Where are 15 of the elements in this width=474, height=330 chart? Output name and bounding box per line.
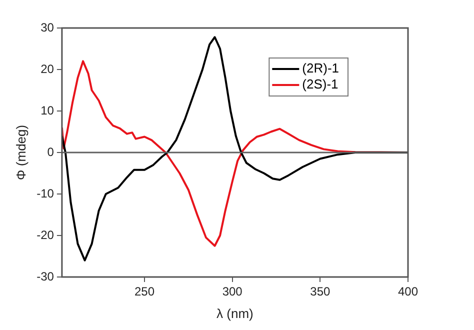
x-axis-title: λ (nm) [216,306,254,321]
y-axis-title: Φ (mdeg) [13,124,28,180]
y-tick-label: -30 [36,269,54,284]
y-tick-label: 20 [40,62,54,76]
y-tick-label: 10 [40,103,54,118]
y-tick-label: 0 [47,144,54,159]
y-tick-label: -10 [36,186,54,200]
x-tick-label: 250 [134,284,155,299]
y-tick-label: -20 [36,228,54,242]
legend-label: (2S)-1 [302,76,338,92]
legend-label: (2R)-1 [302,60,340,76]
x-tick-label: 350 [310,284,330,299]
y-tick-label: 30 [40,20,54,34]
x-tick-label: 400 [398,284,418,299]
x-tick-label: 300 [222,284,243,299]
